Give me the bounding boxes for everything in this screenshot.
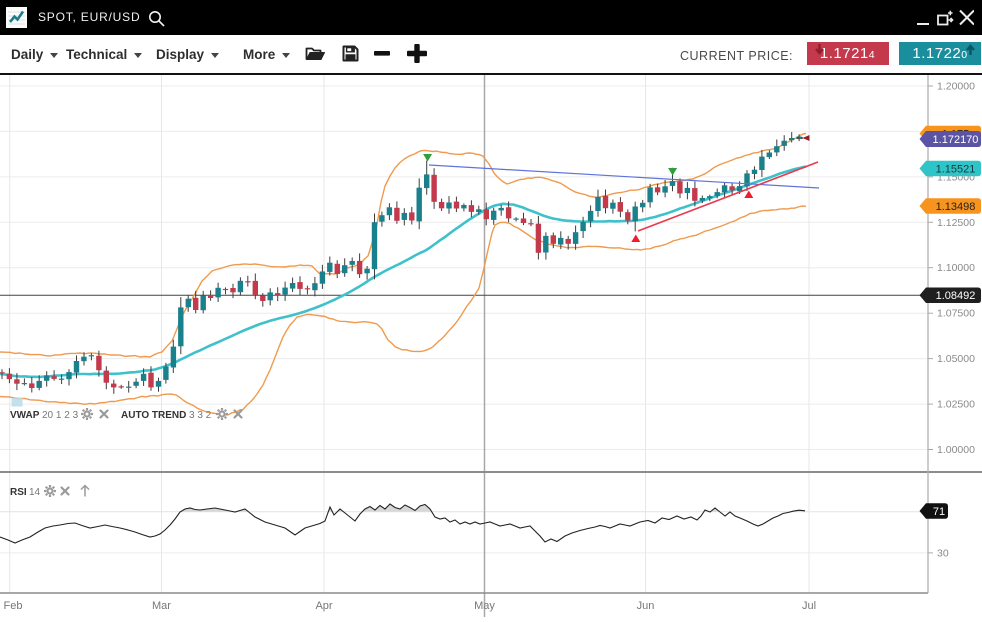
svg-text:VWAP: VWAP	[10, 410, 40, 421]
svg-text:1.15521: 1.15521	[936, 163, 976, 175]
svg-text:71: 71	[933, 506, 945, 518]
svg-text:Apr: Apr	[315, 600, 332, 612]
svg-text:1.13498: 1.13498	[936, 201, 976, 213]
svg-text:Feb: Feb	[4, 600, 23, 612]
svg-text:1.20000: 1.20000	[937, 81, 975, 93]
svg-text:May: May	[474, 600, 495, 612]
svg-text:1.02500: 1.02500	[937, 399, 975, 411]
svg-text:1.00000: 1.00000	[937, 444, 975, 456]
svg-text:20 1 2 3: 20 1 2 3	[42, 410, 79, 421]
svg-text:1.12500: 1.12500	[937, 217, 975, 229]
svg-text:14: 14	[29, 487, 41, 498]
svg-text:Jul: Jul	[802, 600, 816, 612]
svg-text:3 3 2: 3 3 2	[189, 410, 212, 421]
svg-text:AUTO TREND: AUTO TREND	[121, 410, 186, 421]
svg-text:Jun: Jun	[637, 600, 655, 612]
svg-text:1.08492: 1.08492	[936, 290, 976, 302]
svg-text:30: 30	[937, 547, 949, 559]
svg-text:1.10000: 1.10000	[937, 262, 975, 274]
svg-text:Mar: Mar	[152, 600, 171, 612]
svg-text:1.05000: 1.05000	[937, 353, 975, 365]
svg-text:RSI: RSI	[10, 487, 27, 498]
svg-text:1.172170: 1.172170	[933, 134, 979, 146]
svg-text:1.07500: 1.07500	[937, 308, 975, 320]
